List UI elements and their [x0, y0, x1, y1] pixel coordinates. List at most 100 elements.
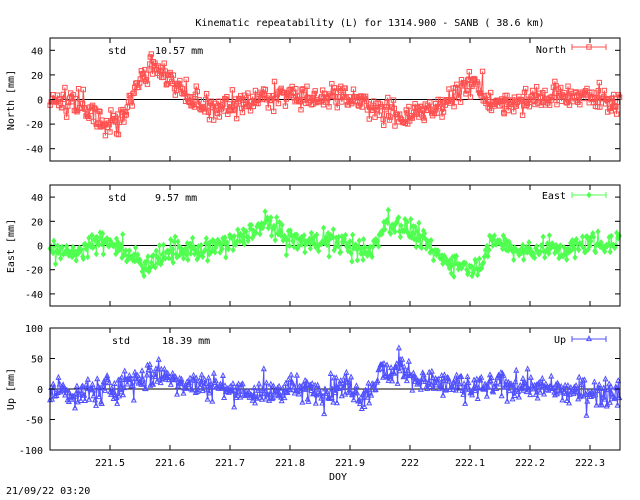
east-data-point: [385, 206, 391, 214]
east-data-point: [425, 241, 431, 249]
up-data-point: [76, 386, 83, 393]
up-data-point: [394, 379, 401, 386]
up-data-point: [231, 403, 238, 410]
north-data-point: [97, 108, 103, 115]
east-data-point: [347, 238, 353, 245]
up-data-point: [193, 374, 200, 381]
north-data-point: [96, 108, 102, 114]
north-data-point: [329, 93, 336, 99]
up-data-point: [263, 379, 270, 386]
north-data-point: [526, 103, 532, 110]
up-data-point: [89, 380, 96, 387]
east-data-point: [89, 231, 95, 239]
north-data-point: [229, 87, 236, 93]
north-data-point: [558, 84, 564, 91]
north-data-point: [224, 93, 230, 100]
up-data-point: [374, 376, 381, 383]
north-data-point: [359, 104, 365, 110]
east-data-point: [271, 224, 277, 231]
north-data-point: [271, 78, 278, 85]
up-data-point: [531, 385, 538, 392]
east-data-point: [153, 247, 159, 255]
north-data-point: [237, 93, 244, 99]
up-data-point: [305, 397, 312, 404]
north-data-point: [595, 87, 601, 94]
north-data-point: [522, 85, 529, 92]
north-data-point: [462, 82, 468, 88]
up-data-point: [278, 397, 285, 404]
up-data-point: [578, 391, 585, 398]
up-data-point: [574, 387, 581, 394]
up-data-point: [492, 379, 499, 386]
north-data-point: [519, 97, 525, 103]
north-data-point: [125, 99, 132, 105]
north-data-point: [194, 88, 200, 95]
up-data-point: [593, 401, 600, 408]
north-data-point: [225, 111, 231, 118]
north-data-point: [196, 97, 202, 103]
north-data-point: [533, 83, 540, 90]
up-data-point: [323, 388, 330, 395]
up-data-point: [148, 366, 155, 373]
east-data-point: [243, 228, 249, 235]
east-data-point: [570, 245, 576, 252]
up-data-point: [435, 375, 442, 382]
east-data-point: [241, 240, 247, 248]
north-data-point: [427, 99, 433, 105]
up-data-point: [366, 399, 373, 406]
north-data-point: [170, 72, 177, 78]
east-series-line: [49, 209, 620, 277]
up-data-point: [221, 393, 228, 400]
north-data-point: [513, 103, 520, 109]
up-data-point: [348, 373, 355, 380]
up-data-point: [440, 377, 447, 384]
up-data-point: [576, 373, 583, 380]
east-data-point: [253, 229, 259, 236]
north-data-point: [555, 92, 562, 99]
north-data-point: [233, 115, 240, 122]
north-data-point: [299, 86, 305, 93]
north-data-point: [442, 102, 449, 108]
north-data-point: [91, 105, 98, 111]
east-panel: std 9.57 mm East East [mm]: [6, 191, 566, 273]
east-data-point: [554, 247, 561, 254]
east-data-point: [150, 251, 157, 259]
north-data-point: [350, 86, 357, 92]
east-data-point: [246, 234, 252, 241]
up-data-point: [204, 395, 211, 402]
east-data-point: [160, 241, 167, 249]
up-data-point: [391, 369, 398, 376]
north-data-point: [146, 67, 152, 73]
east-data-point: [147, 264, 154, 272]
north-data-point: [330, 88, 337, 94]
up-data-point: [293, 371, 300, 378]
east-data-point: [268, 214, 274, 221]
north-data-point: [563, 99, 569, 105]
up-data-point: [55, 373, 62, 380]
east-data-point: [205, 257, 211, 264]
up-data-point: [606, 380, 613, 387]
up-data-point: [288, 371, 295, 378]
east-data-point: [469, 263, 475, 270]
up-data-point: [303, 378, 310, 385]
east-data-point: [217, 249, 223, 256]
up-data-point: [173, 375, 180, 382]
up-data-point: [101, 379, 108, 386]
up-data-point: [559, 396, 566, 403]
east-data-point: [449, 261, 455, 269]
up-data-point: [354, 389, 361, 396]
north-data-point: [237, 96, 243, 102]
up-data-point: [129, 382, 136, 389]
north-data-point: [220, 101, 226, 107]
up-y-axis-label: Up [mm]: [6, 368, 17, 410]
north-data-point: [464, 88, 470, 94]
up-data-point: [598, 401, 605, 408]
up-data-point: [386, 373, 393, 380]
up-data-point: [551, 391, 558, 398]
north-data-point: [382, 107, 388, 113]
up-data-point: [504, 397, 511, 404]
east-data-point: [80, 255, 86, 263]
up-data-point: [441, 371, 448, 378]
east-data-point: [476, 255, 482, 262]
north-data-point: [230, 107, 236, 114]
